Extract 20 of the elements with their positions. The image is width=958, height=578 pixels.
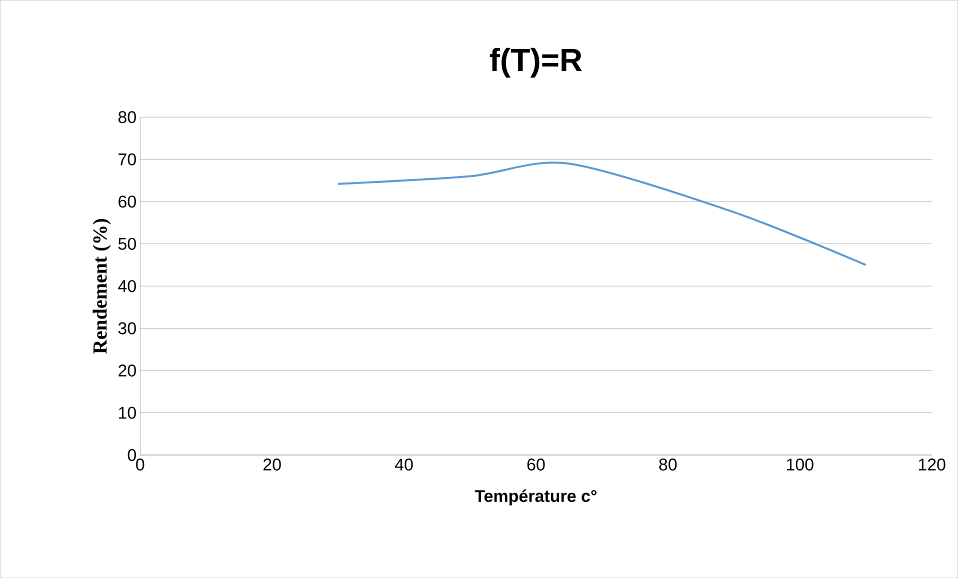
y-tick-label: 40 xyxy=(118,280,136,292)
y-axis-title: Rendement (%) xyxy=(92,218,111,354)
y-tick-label: 80 xyxy=(118,111,136,124)
y-tick-label: 20 xyxy=(118,364,136,376)
x-tick-label: 100 xyxy=(787,458,814,470)
chart-title: f(T)=R xyxy=(490,48,582,78)
x-tick-label: 40 xyxy=(394,458,413,470)
x-tick-label: 60 xyxy=(527,458,545,470)
x-tick-label: 80 xyxy=(659,458,677,470)
x-tick-label: 20 xyxy=(264,458,281,470)
x-axis-title: Température c° xyxy=(474,489,597,506)
x-tick-label: 0 xyxy=(136,458,144,470)
y-tick-label: 50 xyxy=(118,238,136,250)
y-tick-label: 70 xyxy=(118,153,136,166)
line-series xyxy=(337,162,867,266)
y-tick-label: 30 xyxy=(118,322,136,334)
y-tick-label: 0 xyxy=(128,448,136,461)
y-tick-label: 60 xyxy=(118,196,136,208)
x-tick-label: 120 xyxy=(918,458,946,470)
y-tick-label: 10 xyxy=(119,406,136,419)
